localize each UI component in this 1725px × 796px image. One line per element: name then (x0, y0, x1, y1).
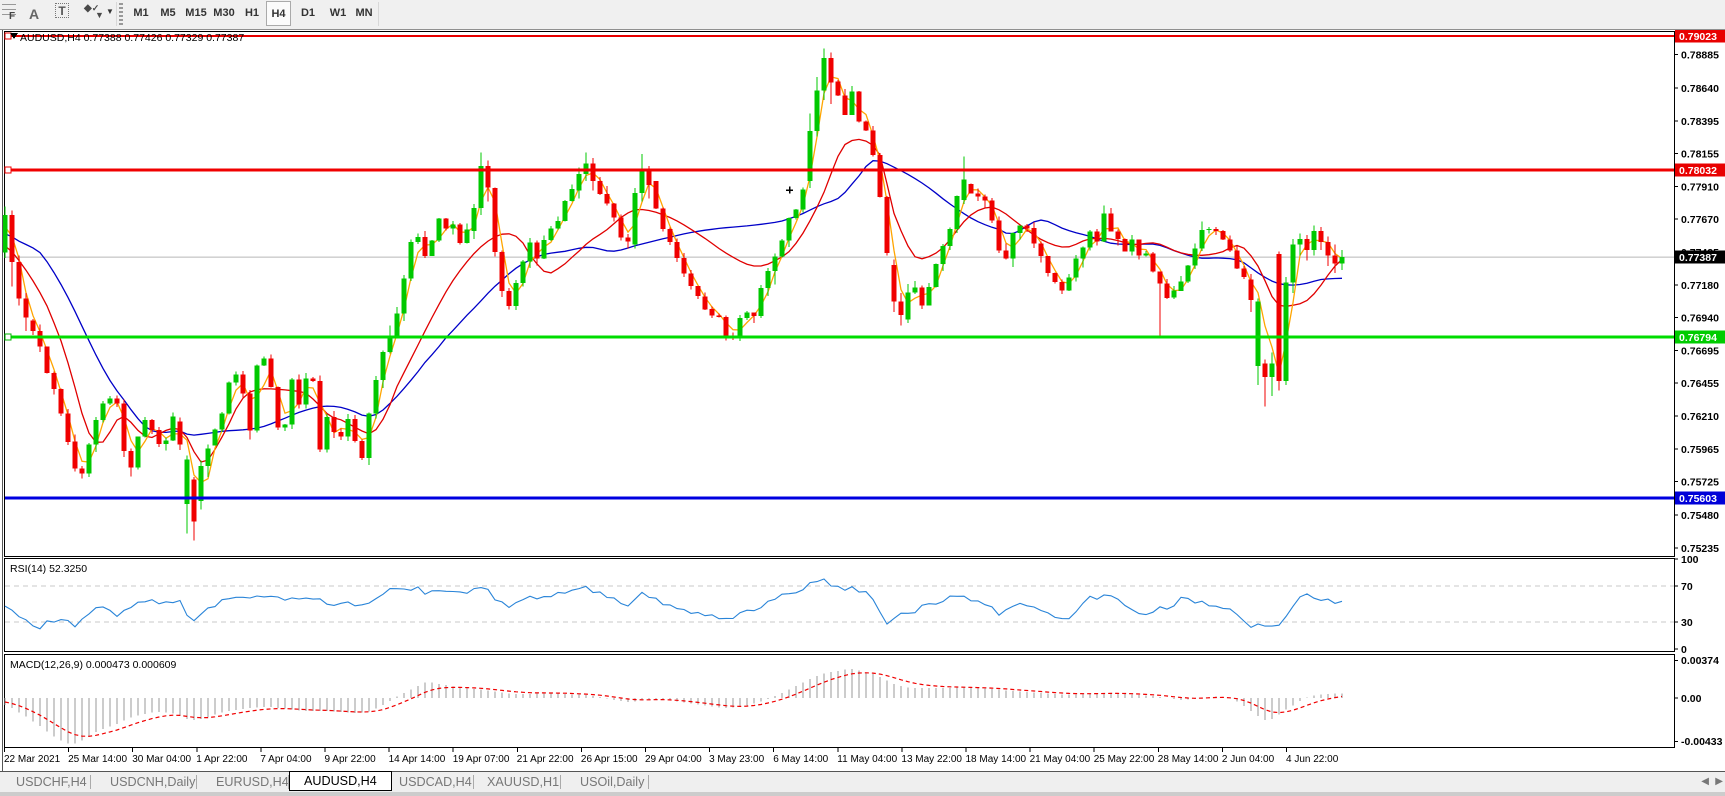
svg-text:14 Apr 14:00: 14 Apr 14:00 (389, 754, 446, 765)
svg-text:0.77670: 0.77670 (1681, 214, 1719, 226)
svg-text:0.78155: 0.78155 (1681, 148, 1719, 160)
svg-text:0.75965: 0.75965 (1681, 444, 1719, 456)
svg-text:0.77180: 0.77180 (1681, 280, 1719, 292)
svg-text:MACD(12,26,9) 0.000473 0.00060: MACD(12,26,9) 0.000473 0.000609 (10, 659, 177, 671)
svg-text:0.75725: 0.75725 (1681, 477, 1719, 489)
svg-text:0.78395: 0.78395 (1681, 116, 1719, 128)
svg-text:30 Mar 04:00: 30 Mar 04:00 (132, 754, 191, 765)
svg-text:0.76455: 0.76455 (1681, 378, 1719, 390)
svg-text:21 May 04:00: 21 May 04:00 (1030, 754, 1091, 765)
svg-text:26 Apr 15:00: 26 Apr 15:00 (581, 754, 638, 765)
svg-text:RSI(14) 52.3250: RSI(14) 52.3250 (10, 563, 87, 575)
svg-text:0.78032: 0.78032 (1679, 165, 1717, 177)
svg-text:0.78640: 0.78640 (1681, 83, 1719, 95)
svg-text:0.77910: 0.77910 (1681, 181, 1719, 193)
svg-text:7 Apr 04:00: 7 Apr 04:00 (260, 754, 312, 765)
svg-text:25 Mar 14:00: 25 Mar 14:00 (68, 754, 127, 765)
svg-text:0.75235: 0.75235 (1681, 543, 1719, 555)
svg-text:13 May 22:00: 13 May 22:00 (901, 754, 962, 765)
svg-text:70: 70 (1681, 581, 1693, 593)
svg-text:-0.00433: -0.00433 (1681, 736, 1723, 748)
svg-text:2 Jun 04:00: 2 Jun 04:00 (1222, 754, 1275, 765)
svg-text:19 Apr 07:00: 19 Apr 07:00 (453, 754, 510, 765)
svg-text:0.77387: 0.77387 (1679, 252, 1717, 264)
svg-text:6 May 14:00: 6 May 14:00 (773, 754, 828, 765)
svg-text:25 May 22:00: 25 May 22:00 (1094, 754, 1155, 765)
svg-text:0.79023: 0.79023 (1679, 31, 1717, 43)
svg-text:21 Apr 22:00: 21 Apr 22:00 (517, 754, 574, 765)
svg-text:0: 0 (1681, 644, 1687, 656)
svg-text:22 Mar 2021: 22 Mar 2021 (4, 754, 61, 765)
svg-text:29 Apr 04:00: 29 Apr 04:00 (645, 754, 702, 765)
svg-text:4 Jun 22:00: 4 Jun 22:00 (1286, 754, 1339, 765)
svg-text:30: 30 (1681, 617, 1693, 629)
svg-text:9 Apr 22:00: 9 Apr 22:00 (325, 754, 377, 765)
svg-text:3 May 23:00: 3 May 23:00 (709, 754, 764, 765)
svg-text:0.75603: 0.75603 (1679, 493, 1717, 505)
svg-text:0.00374: 0.00374 (1681, 655, 1719, 667)
svg-text:0.76794: 0.76794 (1679, 332, 1717, 344)
svg-text:0.75480: 0.75480 (1681, 510, 1719, 522)
svg-text:0.76210: 0.76210 (1681, 411, 1719, 423)
svg-text:100: 100 (1681, 554, 1699, 566)
svg-text:0.76940: 0.76940 (1681, 313, 1719, 325)
svg-text:28 May 14:00: 28 May 14:00 (1158, 754, 1219, 765)
svg-text:0.78885: 0.78885 (1681, 50, 1719, 62)
svg-text:0.76695: 0.76695 (1681, 346, 1719, 358)
svg-text:11 May 04:00: 11 May 04:00 (837, 754, 897, 765)
svg-text:18 May 14:00: 18 May 14:00 (966, 754, 1027, 765)
svg-text:0.00: 0.00 (1681, 693, 1702, 705)
svg-text:AUDUSD,H4 0.77388 0.77426 0.7: AUDUSD,H4 0.77388 0.77426 0.77329 0.7738… (20, 32, 244, 44)
svg-text:1 Apr 22:00: 1 Apr 22:00 (196, 754, 248, 765)
